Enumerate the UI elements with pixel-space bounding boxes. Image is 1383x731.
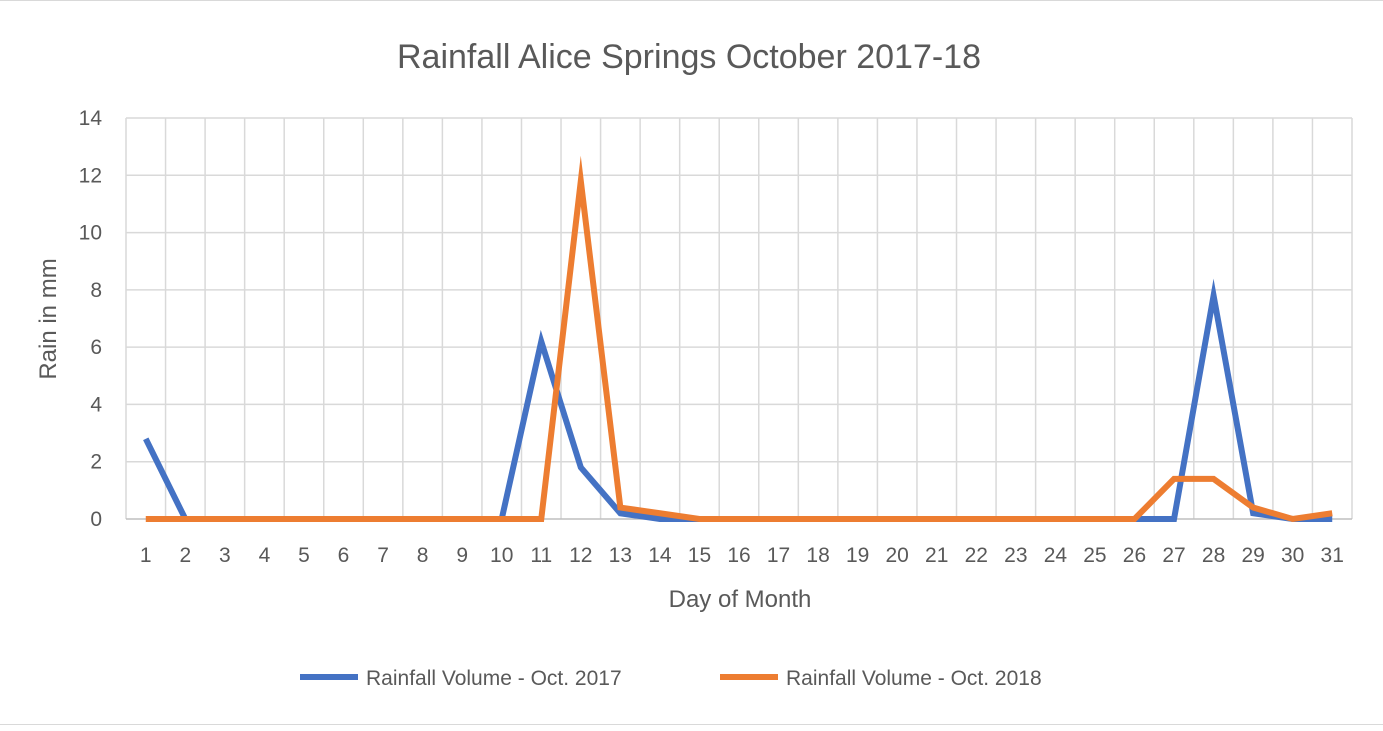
- data-point: [538, 516, 544, 522]
- y-tick-label: 6: [90, 336, 102, 359]
- data-point: [1092, 516, 1098, 522]
- x-tick-label: 16: [727, 544, 750, 567]
- legend-item: Rainfall Volume - Oct. 2018: [720, 667, 1042, 690]
- x-tick-label: 6: [338, 544, 350, 567]
- x-tick-label: 13: [609, 544, 632, 567]
- x-tick-label: 29: [1241, 544, 1264, 567]
- x-tick-label: 2: [179, 544, 191, 567]
- x-tick-label: 3: [219, 544, 231, 567]
- data-point: [143, 516, 149, 522]
- chart-title: Rainfall Alice Springs October 2017-18: [397, 38, 981, 76]
- data-point: [855, 516, 861, 522]
- x-tick-label: 19: [846, 544, 869, 567]
- data-point: [578, 464, 584, 470]
- data-point: [776, 516, 782, 522]
- grid: [125, 117, 1353, 520]
- data-point: [934, 516, 940, 522]
- y-tick-label: 12: [79, 164, 102, 187]
- x-tick-label: 9: [456, 544, 468, 567]
- x-tick-label: 25: [1083, 544, 1106, 567]
- y-tick-label: 4: [90, 393, 102, 416]
- x-tick-label: 30: [1281, 544, 1304, 567]
- x-tick-label: 11: [530, 544, 552, 567]
- x-tick-label: 5: [298, 544, 310, 567]
- data-point: [894, 516, 900, 522]
- series: [143, 155, 1335, 523]
- y-tick-label: 2: [90, 451, 102, 474]
- data-point: [657, 510, 663, 516]
- data-point: [143, 436, 149, 442]
- x-tick-label: 31: [1321, 544, 1344, 567]
- x-tick-label: 28: [1202, 544, 1225, 567]
- x-axis-ticks: 1 2 3 4 5 6 7 8 9 10 11 12 13 14 15 16 17 18 19 20 21 22 23 24 2…: [140, 544, 1344, 567]
- y-tick-label: 10: [79, 222, 102, 245]
- data-point: [1329, 516, 1335, 522]
- data-point: [1171, 476, 1177, 482]
- x-tick-label: 14: [648, 544, 672, 567]
- data-point: [499, 516, 505, 522]
- data-point: [380, 516, 386, 522]
- data-point: [973, 516, 979, 522]
- data-point: [222, 516, 228, 522]
- data-point: [261, 516, 267, 522]
- data-point: [1329, 510, 1335, 516]
- x-tick-label: 7: [377, 544, 389, 567]
- y-tick-label: 0: [90, 508, 102, 531]
- x-tick-label: 1: [140, 544, 152, 567]
- y-tick-label: 14: [79, 107, 103, 130]
- x-tick-label: 27: [1162, 544, 1185, 567]
- data-point: [1211, 476, 1217, 482]
- data-point: [301, 516, 307, 522]
- data-point: [1171, 516, 1177, 522]
- y-tick-label: 8: [90, 279, 102, 302]
- x-tick-label: 15: [688, 544, 711, 567]
- legend: Rainfall Volume - Oct. 2017 Rainfall Volu…: [300, 667, 1042, 690]
- data-point: [657, 516, 663, 522]
- x-tick-label: 26: [1123, 544, 1146, 567]
- data-point: [538, 338, 544, 344]
- data-point: [420, 516, 426, 522]
- data-point: [1290, 516, 1296, 522]
- data-point: [1211, 293, 1217, 299]
- legend-item: Rainfall Volume - Oct. 2017: [300, 667, 622, 690]
- legend-label: Rainfall Volume - Oct. 2017: [366, 667, 622, 690]
- series-line: [145, 155, 1333, 523]
- data-point: [696, 516, 702, 522]
- x-tick-label: 21: [925, 544, 948, 567]
- x-tick-label: 12: [569, 544, 592, 567]
- x-tick-label: 18: [806, 544, 829, 567]
- data-point: [1250, 505, 1256, 511]
- data-point: [736, 516, 742, 522]
- data-point: [578, 178, 584, 184]
- data-point: [182, 516, 188, 522]
- legend-label: Rainfall Volume - Oct. 2018: [786, 667, 1042, 690]
- data-point: [617, 510, 623, 516]
- x-tick-label: 10: [490, 544, 513, 567]
- data-point: [1013, 516, 1019, 522]
- data-point: [617, 505, 623, 511]
- x-tick-label: 24: [1044, 544, 1068, 567]
- x-axis-title: Day of Month: [669, 586, 812, 613]
- x-tick-label: 8: [417, 544, 429, 567]
- series-1: [143, 278, 1335, 522]
- data-point: [1131, 516, 1137, 522]
- y-axis-ticks: 0 2 4 6 8 10 12 14: [79, 107, 103, 531]
- data-point: [815, 516, 821, 522]
- x-tick-label: 22: [965, 544, 988, 567]
- data-point: [459, 516, 465, 522]
- x-tick-label: 4: [259, 544, 271, 567]
- y-axis-title: Rain in mm: [35, 258, 62, 379]
- x-tick-label: 23: [1004, 544, 1027, 567]
- data-point: [341, 516, 347, 522]
- series-2: [143, 155, 1335, 523]
- x-tick-label: 17: [767, 544, 790, 567]
- data-point: [1052, 516, 1058, 522]
- x-tick-label: 20: [886, 544, 909, 567]
